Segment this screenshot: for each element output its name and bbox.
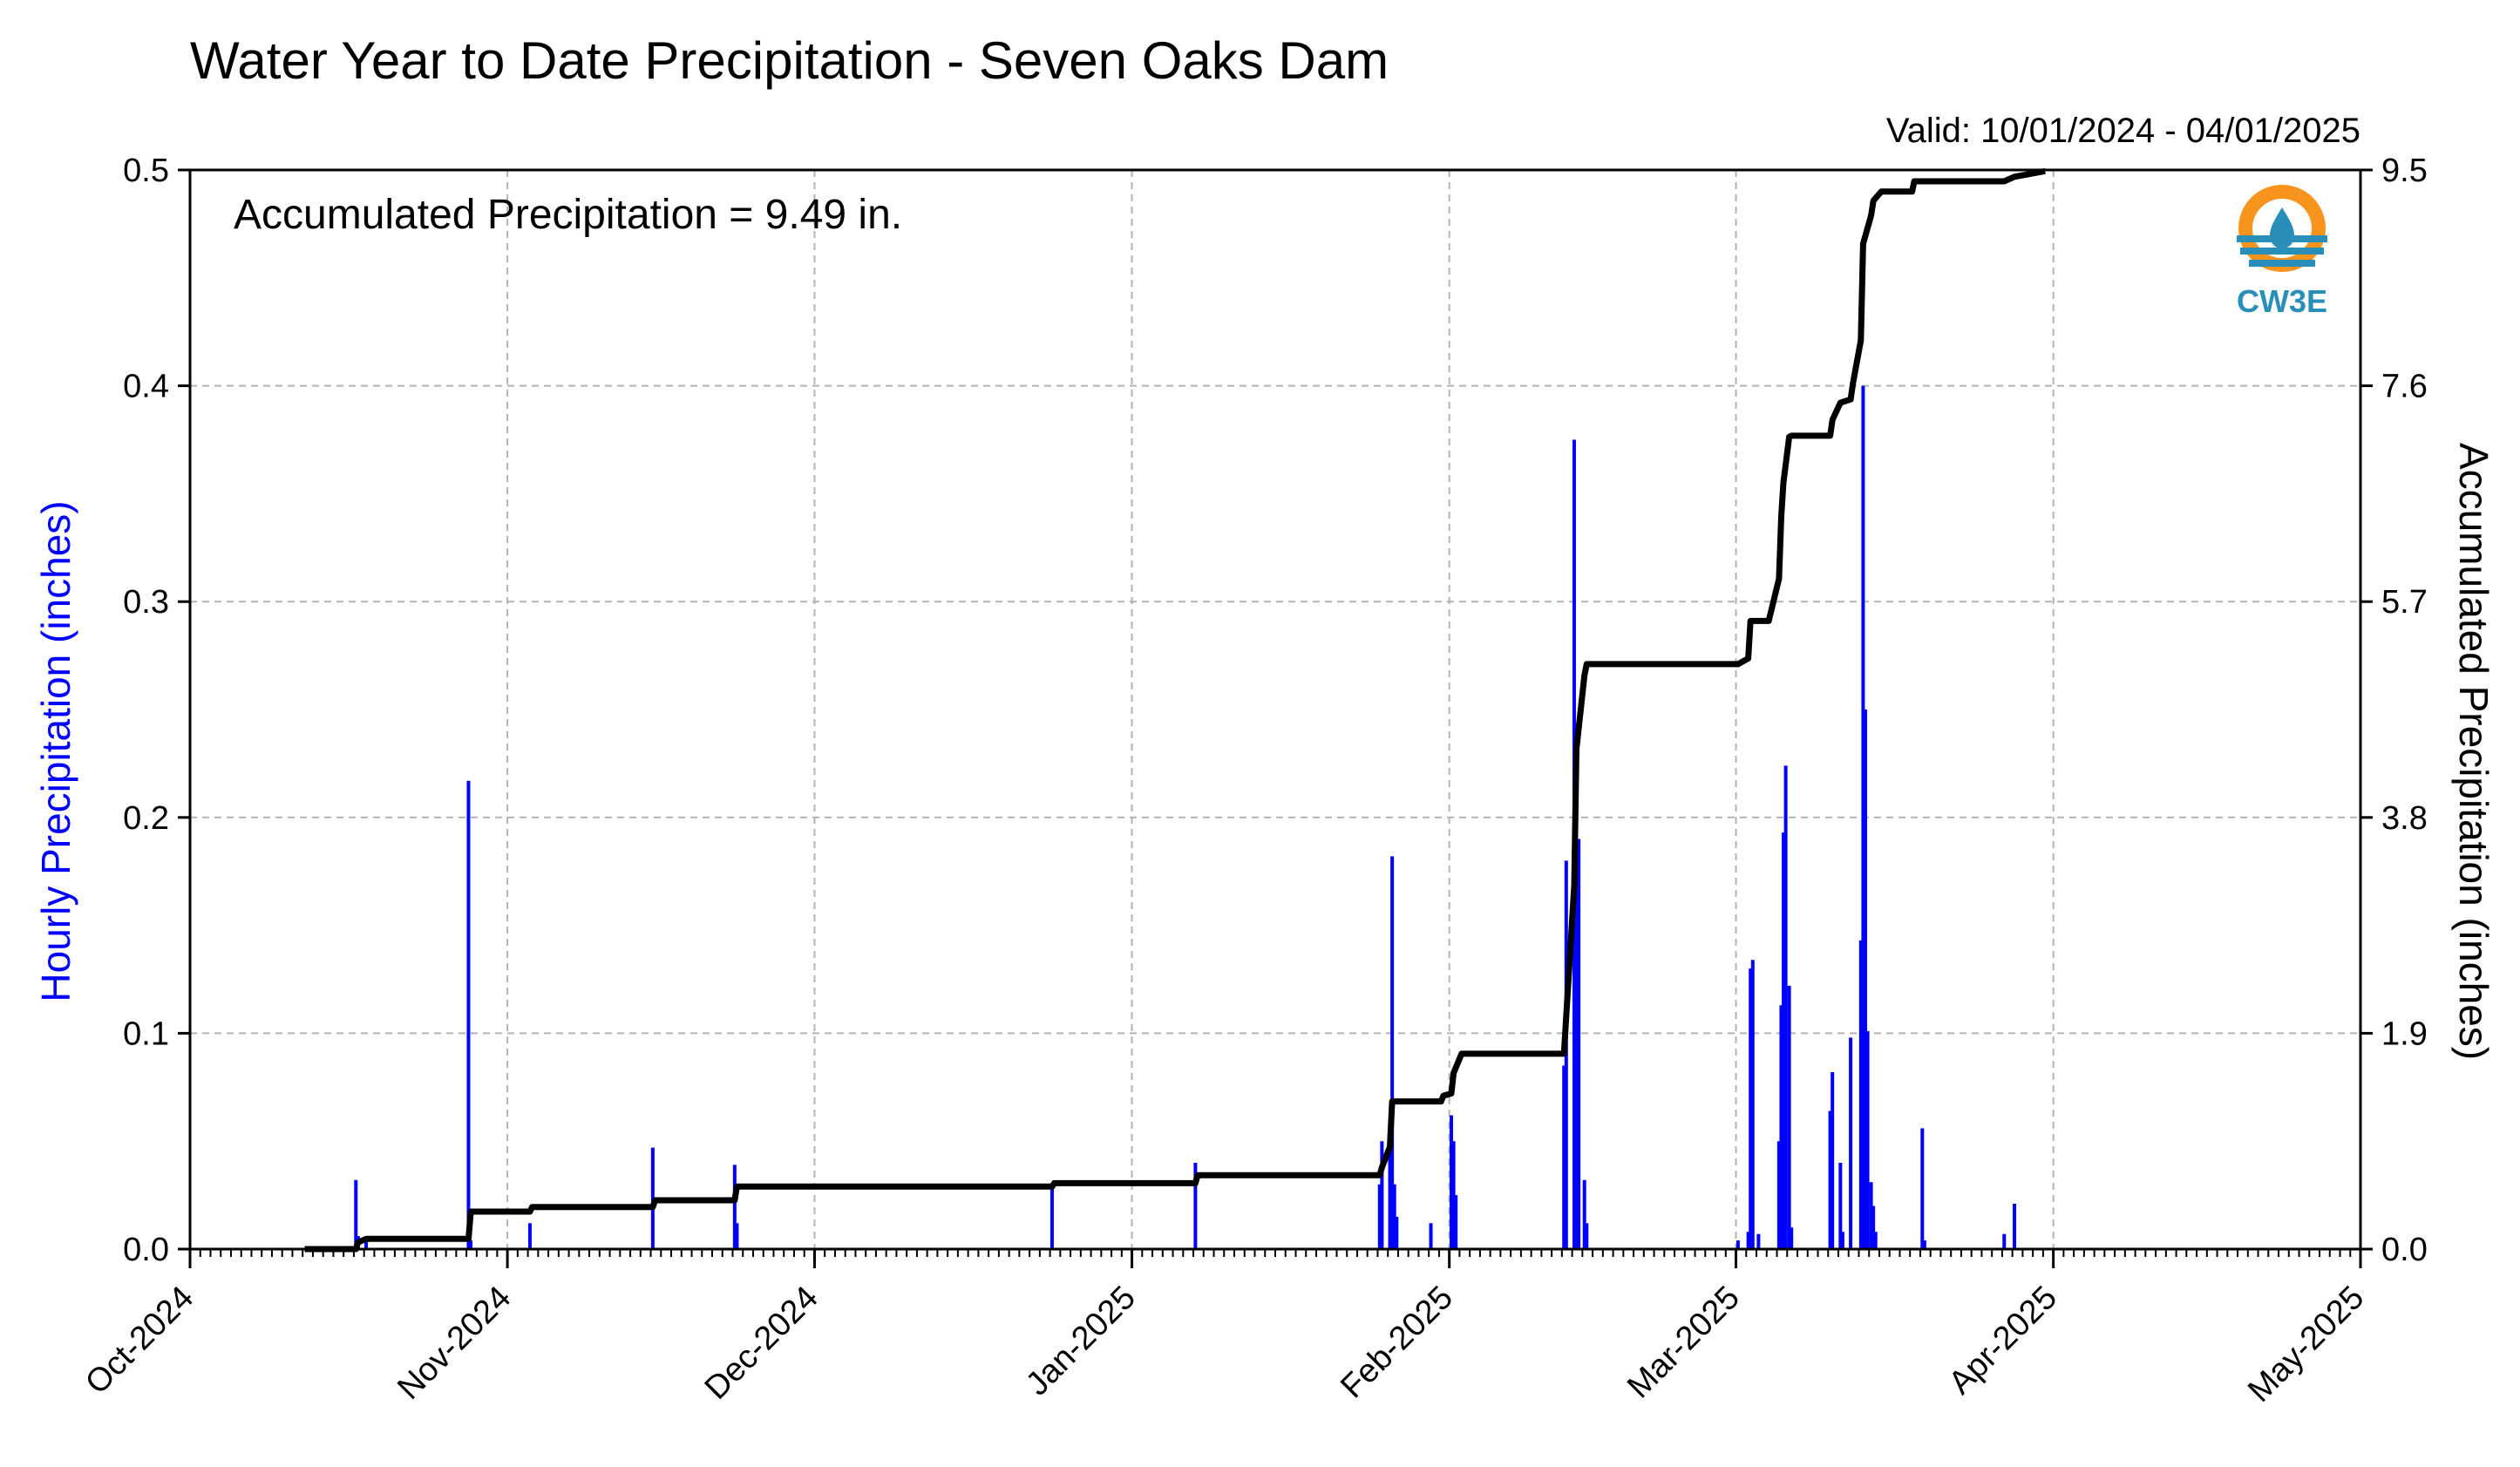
right-y-tick-label: 3.8 — [2381, 800, 2428, 837]
right-y-tick-labels: 0.0 1.9 3.8 5.7 7.6 9.5 — [2381, 153, 2428, 1268]
axis-major-ticks — [178, 168, 2373, 1268]
right-y-tick-label: 9.5 — [2381, 153, 2428, 189]
logo-wave-3 — [2249, 260, 2315, 267]
accumulated-total-annotation: Accumulated Precipitation = 9.49 in. — [234, 192, 902, 238]
logo-text: CW3E — [2237, 283, 2327, 319]
right-y-tick-label: 0.0 — [2381, 1232, 2428, 1268]
left-y-tick-label: 0.1 — [123, 1015, 169, 1052]
chart-title: Water Year to Date Precipitation - Seven… — [190, 31, 1389, 90]
left-y-axis-label: Hourly Precipitation (inches) — [33, 500, 78, 1002]
right-y-tick-label: 7.6 — [2381, 369, 2428, 405]
cw3e-logo: CW3E — [2237, 185, 2327, 319]
accumulated-precipitation-line — [304, 167, 2046, 1253]
x-minor-ticks — [189, 1249, 2361, 1257]
right-y-tick-label: 1.9 — [2381, 1015, 2428, 1052]
logo-wave-2 — [2240, 248, 2324, 255]
left-y-tick-label: 0.5 — [123, 153, 169, 189]
right-y-axis-label: Accumulated Precipitation (inches) — [2451, 443, 2496, 1060]
grid-lines — [190, 170, 2360, 1249]
valid-date-range: Valid: 10/01/2024 - 04/01/2025 — [1886, 112, 2360, 150]
right-y-tick-label: 5.7 — [2381, 584, 2428, 621]
left-y-tick-label: 0.2 — [123, 800, 169, 837]
left-y-tick-label: 0.0 — [123, 1232, 169, 1268]
accumulated-precipitation-line-group — [304, 167, 2046, 1253]
left-y-tick-label: 0.4 — [123, 369, 169, 405]
logo-wave-1 — [2237, 235, 2327, 242]
left-y-tick-labels: 0.0 0.1 0.2 0.3 0.4 0.5 — [123, 153, 169, 1268]
left-y-tick-label: 0.3 — [123, 584, 169, 621]
